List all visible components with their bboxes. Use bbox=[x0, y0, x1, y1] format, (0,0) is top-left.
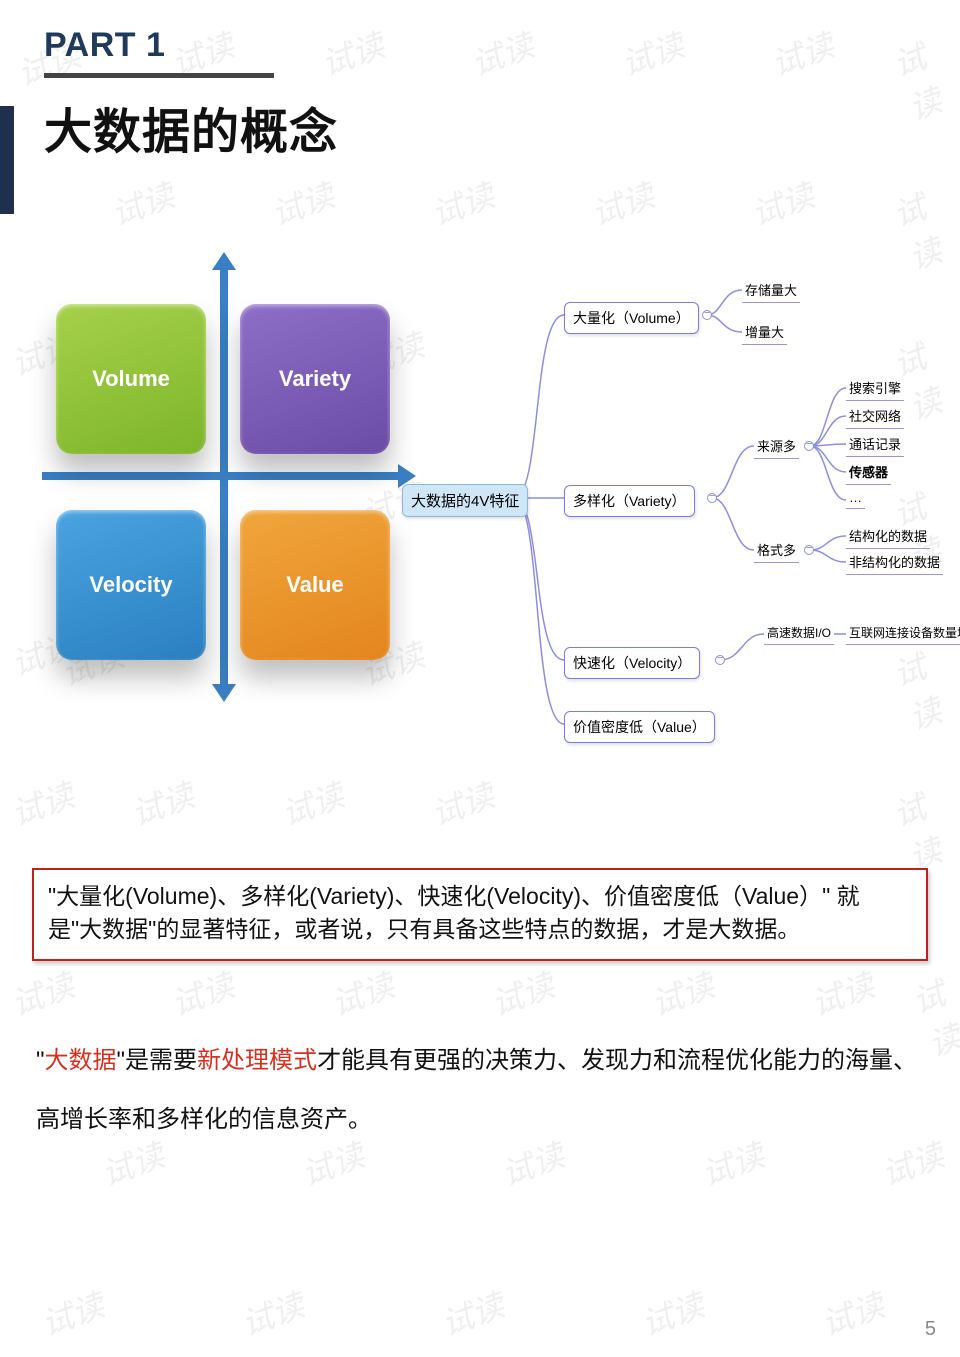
header: PART 1 大数据的概念 bbox=[0, 26, 338, 162]
tile-value: Value bbox=[240, 510, 390, 660]
watermark: 试读 bbox=[104, 170, 180, 235]
page-number: 5 bbox=[925, 1318, 936, 1341]
leaf-search: 搜索引擎 bbox=[846, 376, 904, 401]
collapse-icon bbox=[804, 545, 814, 555]
mindmap-root: 大数据的4V特征 bbox=[402, 484, 528, 517]
watermark: 试读 bbox=[764, 20, 840, 85]
part-label: PART 1 bbox=[44, 26, 338, 65]
leaf-call: 通话记录 bbox=[846, 432, 904, 457]
page-title: 大数据的概念 bbox=[44, 92, 338, 162]
group-formats: 格式多 bbox=[754, 538, 799, 563]
tile-volume: Volume bbox=[56, 304, 206, 454]
collapse-icon bbox=[715, 655, 725, 665]
arrow-up-icon bbox=[212, 252, 236, 270]
watermark: 试读 bbox=[274, 770, 350, 835]
watermark: 试读 bbox=[584, 170, 660, 235]
tile-variety: Variety bbox=[240, 304, 390, 454]
watermark: 试读 bbox=[464, 20, 540, 85]
collapse-icon bbox=[804, 441, 814, 451]
watermark: 试读 bbox=[614, 20, 690, 85]
definition-paragraph: "大数据"是需要新处理模式才能具有更强的决策力、发现力和流程优化能力的海量、高增… bbox=[36, 1032, 936, 1150]
leaf-increment: 增量大 bbox=[742, 320, 787, 345]
summary-text: "大量化(Volume)、多样化(Variety)、快速化(Velocity)、… bbox=[48, 880, 912, 947]
arrow-down-icon bbox=[212, 684, 236, 702]
watermark: 试读 bbox=[644, 960, 720, 1025]
quote-open: " bbox=[36, 1047, 45, 1074]
group-sources: 来源多 bbox=[754, 434, 799, 459]
watermark: 试读 bbox=[484, 960, 560, 1025]
leaf-ellipsis: … bbox=[846, 488, 865, 509]
node-volume: 大量化（Volume） bbox=[564, 302, 699, 334]
watermark: 试读 bbox=[124, 770, 200, 835]
part-underline bbox=[44, 73, 274, 78]
watermark: 试读 bbox=[264, 170, 340, 235]
watermark: 试读 bbox=[34, 1280, 110, 1345]
watermark: 试读 bbox=[814, 1280, 890, 1345]
watermark: 试读 bbox=[424, 770, 500, 835]
watermark: 试读 bbox=[4, 770, 80, 835]
node-velocity: 快速化（Velocity） bbox=[564, 647, 700, 679]
tile-velocity: Velocity bbox=[56, 510, 206, 660]
leaf-io: 高速数据I/O bbox=[764, 622, 834, 645]
leaf-unstructured: 非结构化的数据 bbox=[846, 550, 943, 575]
collapse-icon bbox=[707, 493, 717, 503]
axis-horizontal bbox=[42, 472, 402, 480]
watermark: 试读 bbox=[886, 23, 960, 130]
quadrant-diagram: Volume Variety Velocity Value bbox=[56, 260, 396, 700]
watermark: 试读 bbox=[434, 1280, 510, 1345]
leaf-structured: 结构化的数据 bbox=[846, 524, 930, 549]
summary-box: "大量化(Volume)、多样化(Variety)、快速化(Velocity)、… bbox=[32, 868, 928, 961]
watermark: 试读 bbox=[234, 1280, 310, 1345]
hl-bigdata: 大数据 bbox=[45, 1047, 117, 1074]
watermark: 试读 bbox=[886, 773, 960, 880]
mindmap: 大数据的4V特征 大量化（Volume） 存储量大 增量大 多样化（Variet… bbox=[402, 260, 952, 780]
leaf-social: 社交网络 bbox=[846, 404, 904, 429]
leaf-storage: 存储量大 bbox=[742, 278, 800, 303]
watermark: 试读 bbox=[164, 960, 240, 1025]
watermark: 试读 bbox=[324, 960, 400, 1025]
node-variety: 多样化（Variety） bbox=[564, 485, 695, 517]
collapse-icon bbox=[702, 310, 712, 320]
hl-newmode: 新处理模式 bbox=[197, 1047, 317, 1074]
mindmap-connectors bbox=[402, 260, 952, 780]
watermark: 试读 bbox=[634, 1280, 710, 1345]
watermark: 试读 bbox=[744, 170, 820, 235]
leaf-sensor: 传感器 bbox=[846, 460, 891, 485]
watermark: 试读 bbox=[804, 960, 880, 1025]
defn-mid1: "是需要 bbox=[117, 1047, 198, 1074]
watermark: 试读 bbox=[4, 960, 80, 1025]
node-value: 价值密度低（Value） bbox=[564, 711, 715, 743]
leaf-devices: 互联网连接设备数量增长 bbox=[846, 622, 960, 645]
watermark: 试读 bbox=[424, 170, 500, 235]
